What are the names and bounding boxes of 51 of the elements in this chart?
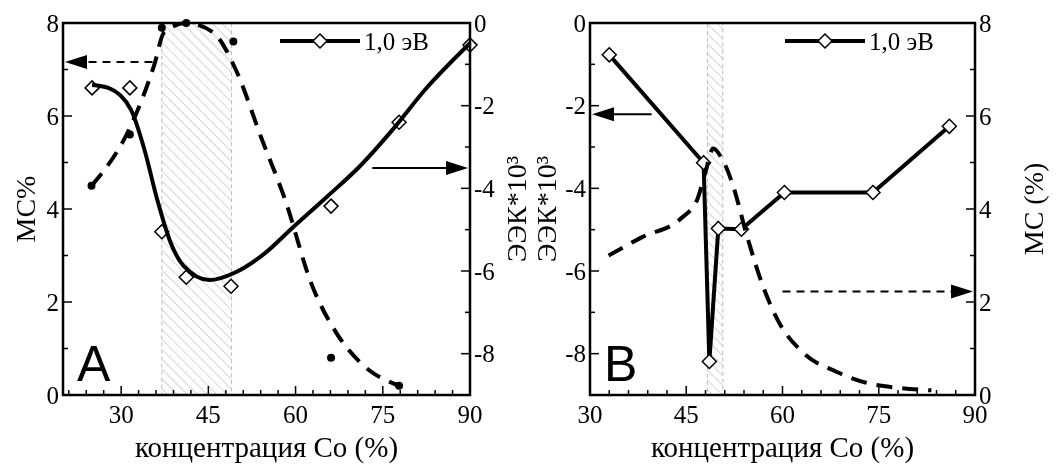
point [323, 198, 339, 214]
point [122, 80, 138, 96]
point [229, 37, 238, 46]
legend-label: 1,0 эВ [869, 27, 934, 55]
point [941, 118, 958, 135]
point [710, 220, 727, 237]
point [865, 184, 881, 201]
x-axis-title: концентрация Co (%) [650, 431, 915, 464]
y-tick-label: 2 [46, 288, 59, 316]
y-tick-label: 0 [46, 381, 59, 409]
point [157, 23, 166, 32]
x-tick-label: 60 [770, 401, 795, 428]
y-tick-label: -8 [565, 340, 586, 368]
y-axis-title: ЭЭК*10³ [530, 155, 562, 263]
x-tick-label: 30 [108, 401, 134, 428]
y2-tick-label: 8 [979, 9, 992, 37]
x-tick-label: 45 [673, 401, 699, 428]
y2-tick-label: -4 [474, 175, 496, 203]
y-tick-label: -6 [565, 257, 586, 285]
y2-tick-label: 6 [979, 102, 992, 130]
x-tick-label: 45 [195, 401, 221, 428]
point [223, 278, 239, 295]
y-tick-label: 6 [46, 102, 59, 130]
y2-tick-label: -2 [474, 92, 495, 120]
point [701, 353, 718, 370]
annotation: A [77, 336, 111, 392]
x-tick-label: 30 [577, 401, 603, 428]
x-tick-label: 75 [866, 401, 892, 428]
legend-label: 1,0 эВ [364, 27, 429, 55]
point [601, 47, 617, 63]
point [776, 184, 793, 201]
y2-tick-label: 4 [979, 195, 992, 223]
y2-tick-label: 2 [979, 288, 992, 316]
x-tick-label: 75 [370, 401, 396, 428]
x-tick-label: 90 [457, 401, 483, 428]
y-tick-label: 0 [573, 9, 586, 37]
annotation: B [604, 336, 638, 392]
y2-axis-title: ЭЭК*10³ [500, 155, 532, 263]
y2-tick-label: -6 [474, 257, 495, 285]
x-tick-label: 60 [283, 401, 309, 428]
y-axis-title: МС% [9, 175, 41, 243]
point [178, 269, 195, 285]
y-tick-label: 4 [46, 195, 60, 223]
y2-tick-label: 0 [474, 9, 487, 37]
y-tick-label: 8 [46, 9, 59, 37]
x-axis-title: концентрация Co (%) [134, 431, 399, 464]
point [327, 353, 336, 362]
y-tick-label: -4 [565, 175, 587, 203]
y2-tick-label: -8 [474, 340, 495, 368]
y2-axis-title: МС (%) [1017, 162, 1049, 256]
y-tick-label: -2 [565, 92, 586, 120]
